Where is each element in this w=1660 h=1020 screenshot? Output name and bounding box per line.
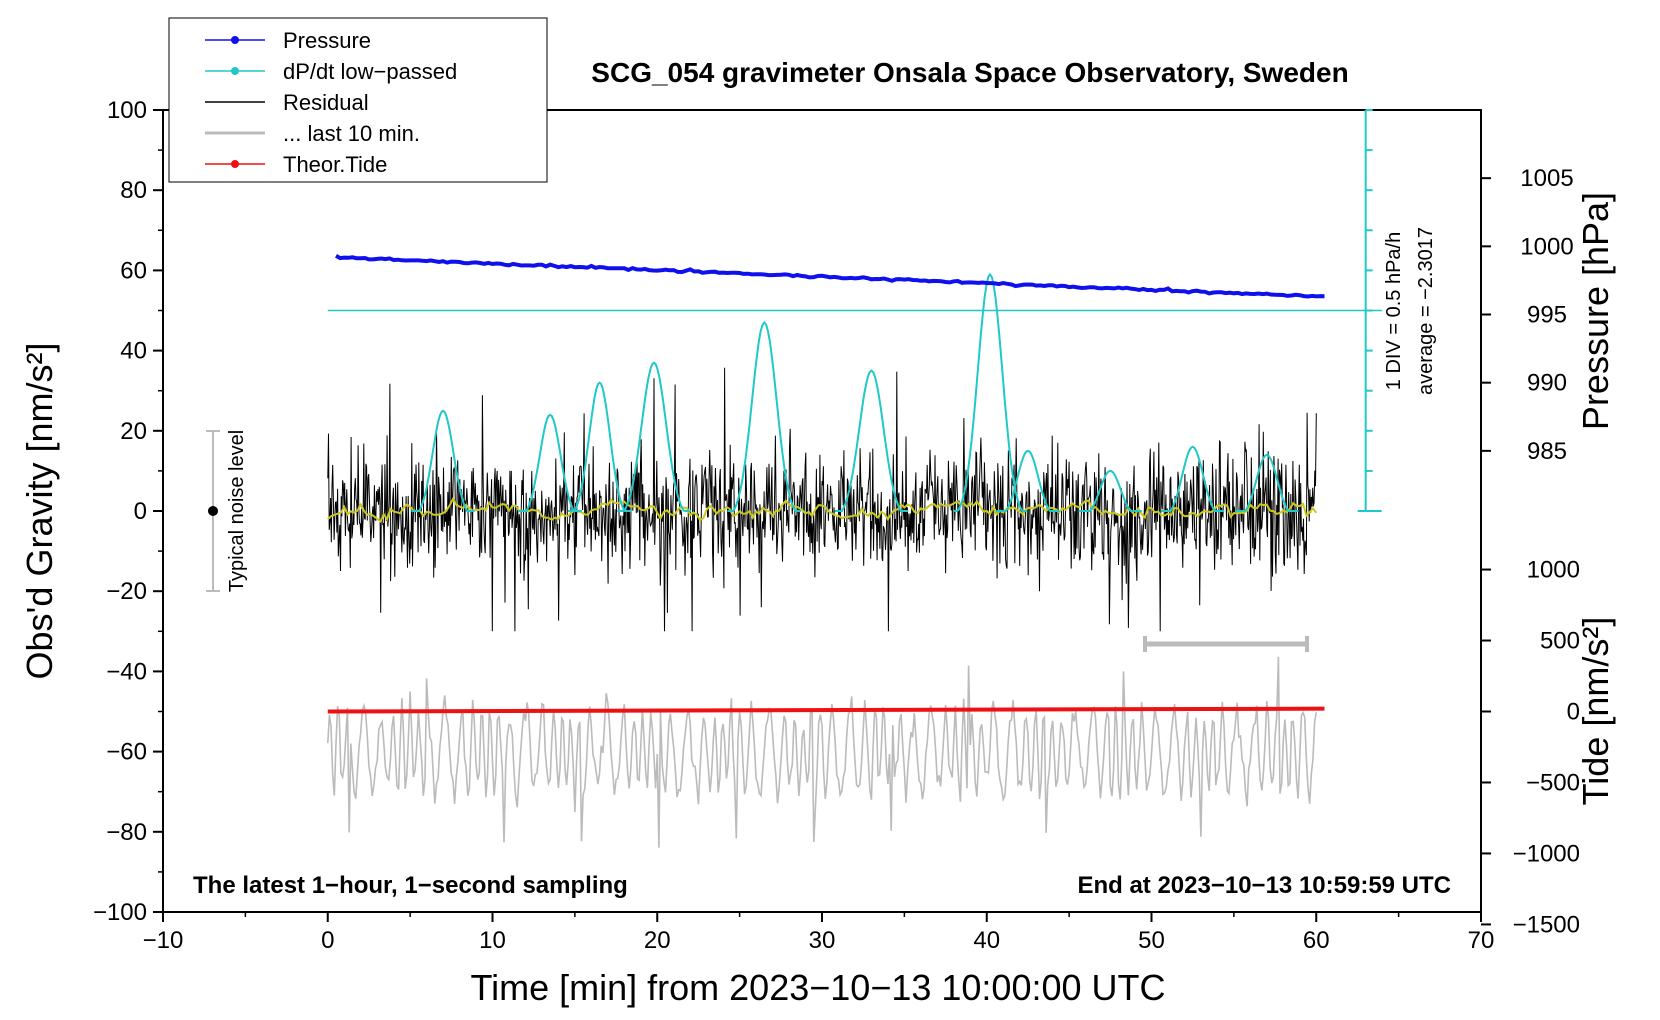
x-axis-ticks: −10 0 10 20 30 40 50 60 70 <box>143 912 1495 954</box>
pressure-div-label: 1 DIV = 0.5 hPa/h <box>1383 232 1405 390</box>
dpdt-peak-2 <box>568 381 632 512</box>
legend-marker-4 <box>231 160 239 168</box>
x-tick-label-0: −10 <box>143 927 184 954</box>
sampling-note: The latest 1−hour, 1−second sampling <box>193 872 628 899</box>
dpdt-peak-5 <box>834 369 909 512</box>
tide-axis-title: Tide [nm/s²] <box>1575 617 1616 806</box>
residual-mean-series <box>327 496 1318 523</box>
pressure-tick-label-3: 990 <box>1527 370 1567 397</box>
y-tick-label-1: −80 <box>106 819 147 846</box>
pressure-line <box>335 254 1325 299</box>
tide-tick-label-0: 1000 <box>1527 557 1580 584</box>
x-tick-label-4: 30 <box>809 927 836 954</box>
pressure-tick-label-4: 985 <box>1527 438 1567 465</box>
end-time-note: End at 2023−10−13 10:59:59 UTC <box>1077 872 1451 899</box>
legend-marker-0 <box>231 36 239 44</box>
legend-box <box>168 17 548 183</box>
x-tick-label-2: 10 <box>479 927 506 954</box>
dpdt-peak-3 <box>617 361 691 512</box>
x-axis-title: Time [min] from 2023−10−13 10:00:00 UTC <box>470 967 1165 1008</box>
y-tick-label-0: −100 <box>93 899 147 926</box>
dpdt-peak-7 <box>996 449 1060 512</box>
tide-tick-label-3: −500 <box>1526 769 1580 796</box>
y-tick-label-6: 20 <box>120 418 147 445</box>
y-tick-label-2: −60 <box>106 739 147 766</box>
noise-level-bar <box>206 430 220 592</box>
y-tick-label-4: −20 <box>106 578 147 605</box>
pressure-series <box>335 254 1325 299</box>
residual-mean-line <box>327 496 1318 523</box>
tide-tick-label-4: −1000 <box>1513 840 1580 867</box>
pressure-tick-label-2: 995 <box>1527 302 1567 329</box>
tide-tick-label-5: −1500 <box>1513 911 1580 938</box>
legend-marker-1 <box>231 67 239 75</box>
residual-series <box>327 367 1317 632</box>
tide-line <box>327 706 1325 714</box>
legend-label-2: Residual <box>283 90 369 115</box>
dpdt-peak-1 <box>518 413 582 512</box>
y-axis-title: Obs'd Gravity [nm/s²] <box>19 343 60 680</box>
legend-label-0: Pressure <box>283 28 371 53</box>
chart-title: SCG_054 gravimeter Onsala Space Observat… <box>591 57 1348 88</box>
legend: Pressure dP/dt low−passed Residual ... last… <box>168 17 548 183</box>
y-tick-label-8: 60 <box>120 257 147 284</box>
residual-line <box>327 367 1317 632</box>
tide-tick-label-2: 0 <box>1567 699 1580 726</box>
pressure-tick-label-0: 1005 <box>1520 165 1573 192</box>
y-tick-label-10: 100 <box>107 97 147 124</box>
noise-level-marker <box>208 506 218 516</box>
pressure-axis-title: Pressure [hPa] <box>1575 192 1616 430</box>
pressure-tick-label-1: 1000 <box>1520 233 1573 260</box>
y-tick-label-7: 40 <box>120 338 147 365</box>
y-tick-label-5: 0 <box>134 498 147 525</box>
tide-axis-ticks: 1000 500 0 −500 −1000 −1500 <box>1481 557 1580 938</box>
x-tick-label-5: 40 <box>973 927 1000 954</box>
dpdt-peak-4 <box>727 320 802 512</box>
dpdt-peak-10 <box>1235 453 1299 512</box>
dpdt-peak-0 <box>411 409 475 512</box>
legend-label-4: Theor.Tide <box>283 152 387 177</box>
pressure-scale-bar <box>1357 109 1382 512</box>
x-tick-label-3: 20 <box>644 927 671 954</box>
last10-series <box>327 656 1318 848</box>
pressure-average-label: average = −2.3017 <box>1415 227 1437 395</box>
noise-level-label: Typical noise level <box>226 430 248 592</box>
x-tick-label-1: 0 <box>321 927 334 954</box>
legend-label-3: ... last 10 min. <box>283 121 420 146</box>
last10-line <box>327 656 1318 848</box>
x-tick-label-8: 70 <box>1468 927 1495 954</box>
y-tick-label-9: 80 <box>120 177 147 204</box>
y-axis-ticks: −100 −80 −60 −40 −20 0 20 40 60 80 100 <box>93 97 163 926</box>
x-tick-label-7: 60 <box>1303 927 1330 954</box>
dpdt-series <box>327 272 1383 512</box>
x-tick-label-6: 50 <box>1138 927 1165 954</box>
last10-bracket <box>1143 636 1309 652</box>
tide-series <box>327 706 1325 714</box>
dpdt-peak-8 <box>1078 469 1142 512</box>
dpdt-peak-9 <box>1161 445 1225 512</box>
tide-tick-label-1: 500 <box>1540 628 1580 655</box>
pressure-axis-ticks: 1005 1000 995 990 985 <box>1481 165 1574 465</box>
y-tick-label-3: −40 <box>106 658 147 685</box>
legend-label-1: dP/dt low−passed <box>283 59 457 84</box>
